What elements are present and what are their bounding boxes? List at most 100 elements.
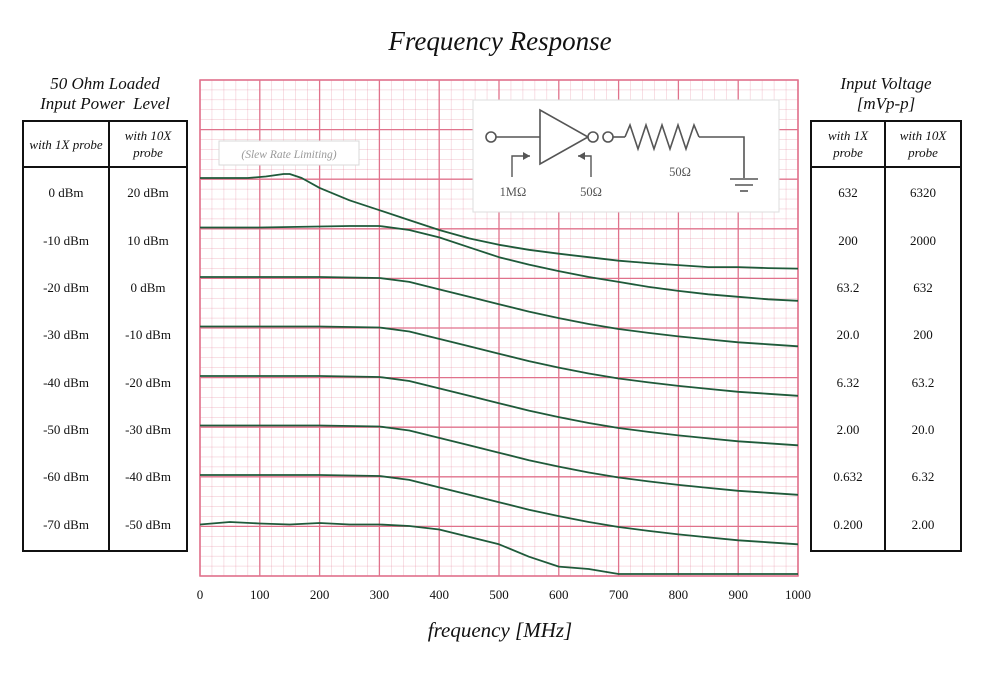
- table-row: -30 dBm -10 dBm: [23, 311, 187, 359]
- inverting-output-bubble-icon: [587, 131, 599, 143]
- resistor-icon: [624, 122, 700, 152]
- table-cell: 632: [838, 184, 858, 200]
- table-cell: -50 dBm: [108, 500, 187, 551]
- table-row: -10 dBm 10 dBm: [23, 217, 187, 265]
- x-tick-labels: 0 100 200 300 400 500 600 700 800 900 1000: [197, 587, 811, 602]
- table-row: -40 dBm -20 dBm: [23, 358, 187, 407]
- x-tick-label: 300: [370, 587, 390, 602]
- table-cell: 6.32: [884, 453, 961, 501]
- table-cell: 0 dBm: [108, 264, 187, 312]
- table-row: -60 dBm -40 dBm: [23, 453, 187, 501]
- x-tick-label: 700: [609, 587, 629, 602]
- table-cell: -40 dBm: [108, 453, 187, 501]
- left-panel-title-line1: 50 Ohm Loaded: [50, 74, 160, 93]
- annotation-text: (Slew Rate Limiting): [241, 149, 336, 161]
- table-row: 20.0 200: [811, 311, 961, 359]
- x-tick-label: 1000: [785, 587, 811, 602]
- chart-traces: [200, 173, 798, 575]
- table-cell: -30 dBm: [108, 406, 187, 454]
- table-cell: -20 dBm: [108, 358, 187, 407]
- x-tick-label: 200: [310, 587, 330, 602]
- series-line-6: [200, 424, 798, 496]
- table-row: 200 2000: [811, 217, 961, 265]
- table-cell: -10 dBm: [43, 232, 89, 248]
- output-terminal-icon: [602, 131, 614, 143]
- right-panel-title-line2: [mVp-p]: [856, 94, 916, 113]
- input-pointer-arrowhead-icon: [523, 152, 530, 160]
- table-cell: 2000: [884, 217, 961, 265]
- table-cell: -40 dBm: [43, 374, 89, 390]
- table-cell: 200: [884, 311, 961, 359]
- input-power-table: with 1X probe with 10X probe 0 dBm 20 dBm…: [22, 120, 188, 552]
- table-row: 2.00 20.0: [811, 406, 961, 454]
- right-col1-header: with 1X probe: [811, 121, 885, 168]
- series-line-1: [200, 173, 798, 270]
- series-line-3: [200, 276, 798, 348]
- table-cell: -10 dBm: [108, 311, 187, 359]
- x-tick-label: 0: [197, 587, 204, 602]
- table-cell: 6320: [884, 167, 961, 218]
- right-panel-title-line1: Input Voltage: [840, 74, 932, 93]
- left-col2-header: with 10X probe: [108, 121, 187, 168]
- left-col1-header: with 1X probe: [23, 121, 109, 168]
- table-cell: -20 dBm: [43, 280, 89, 296]
- table-row: -50 dBm -30 dBm: [23, 406, 187, 454]
- table-cell: -70 dBm: [43, 517, 89, 533]
- table-row: 63.2 632: [811, 264, 961, 312]
- input-terminal-icon: [485, 131, 497, 143]
- table-cell: 10 dBm: [108, 217, 187, 265]
- load-resistance-label: 50Ω: [669, 165, 691, 179]
- table-row: 0.200 2.00: [811, 500, 961, 551]
- x-tick-label: 500: [489, 587, 509, 602]
- x-tick-label: 400: [429, 587, 449, 602]
- table-cell: 63.2: [884, 358, 961, 407]
- output-resistance-label: 50Ω: [580, 185, 602, 199]
- x-tick-label: 600: [549, 587, 569, 602]
- table-row: -20 dBm 0 dBm: [23, 264, 187, 312]
- x-tick-label: 900: [728, 587, 748, 602]
- amplifier-schematic: 1MΩ 50Ω 50Ω: [472, 99, 780, 213]
- series-line-4: [200, 325, 798, 397]
- table-row: 0 dBm 20 dBm: [23, 167, 187, 218]
- table-cell: 0.632: [833, 469, 863, 485]
- table-row: -70 dBm -50 dBm: [23, 500, 187, 551]
- table-cell: 0.200: [833, 517, 863, 533]
- table-row: 6.32 63.2: [811, 358, 961, 407]
- table-cell: 63.2: [836, 280, 860, 296]
- amplifier-icon: [539, 108, 590, 166]
- table-cell: 6.32: [836, 374, 860, 390]
- series-line-5: [200, 375, 798, 447]
- input-voltage-table: with 1X probe with 10X probe 632 6320 200 2…: [810, 120, 962, 552]
- table-cell: 20.0: [836, 327, 860, 343]
- table-cell: 0 dBm: [48, 184, 84, 200]
- table-row: 632 6320: [811, 167, 961, 218]
- chart-title: Frequency Response: [388, 26, 612, 56]
- table-cell: -30 dBm: [43, 327, 89, 343]
- table-cell: -50 dBm: [43, 421, 89, 437]
- x-tick-label: 100: [250, 587, 270, 602]
- left-panel-title: 50 Ohm Loaded Input Power Level: [22, 74, 188, 114]
- series-line-8: [200, 521, 798, 575]
- table-cell: 200: [838, 232, 858, 248]
- series-line-2: [200, 225, 798, 302]
- table-cell: 20 dBm: [108, 167, 187, 218]
- input-resistance-label: 1MΩ: [500, 185, 527, 199]
- table-cell: -60 dBm: [43, 469, 89, 485]
- table-cell: 2.00: [836, 421, 860, 437]
- slew-rate-annotation: (Slew Rate Limiting): [218, 140, 360, 166]
- series-line-7: [200, 474, 798, 546]
- output-pointer-arrowhead-icon: [578, 152, 585, 160]
- x-axis-label: frequency [MHz]: [427, 618, 573, 642]
- left-panel-title-line2: Input Power Level: [40, 94, 170, 113]
- right-panel-title: Input Voltage [mVp-p]: [810, 74, 962, 114]
- table-cell: 632: [884, 264, 961, 312]
- table-cell: 20.0: [884, 406, 961, 454]
- plot-frame: [199, 79, 799, 577]
- load-wire: [699, 136, 745, 178]
- table-row: 0.632 6.32: [811, 453, 961, 501]
- annotation-box: [218, 140, 360, 166]
- right-col2-header: with 10X probe: [884, 121, 961, 168]
- table-cell: 2.00: [884, 500, 961, 551]
- x-tick-label: 800: [669, 587, 689, 602]
